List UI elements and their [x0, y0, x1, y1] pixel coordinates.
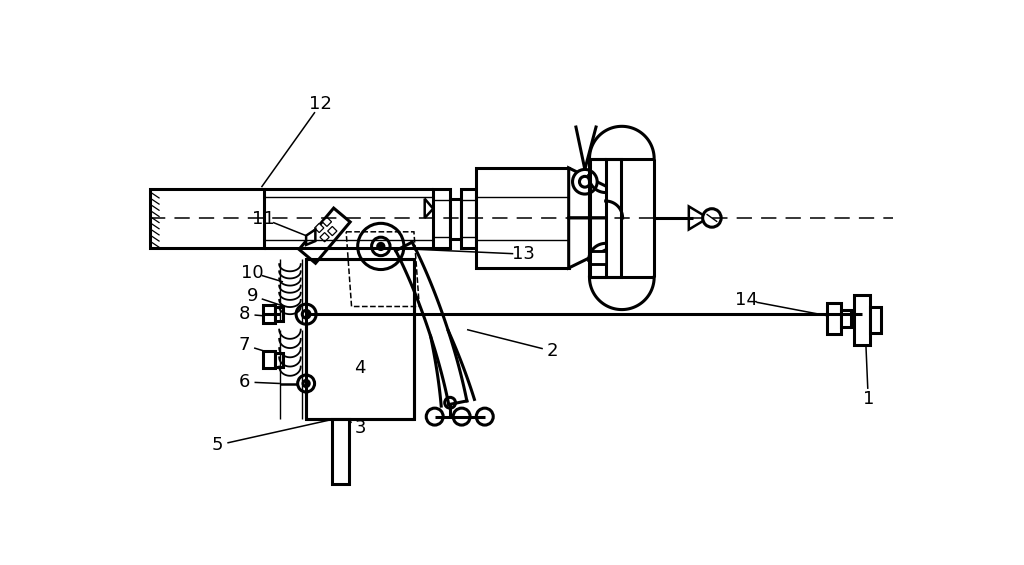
Circle shape [378, 244, 384, 250]
Bar [854, 295, 869, 345]
Polygon shape [689, 206, 708, 229]
Polygon shape [314, 223, 324, 233]
Bar [433, 189, 451, 248]
Bar [263, 305, 275, 323]
Polygon shape [568, 168, 608, 218]
Text: 8: 8 [239, 305, 250, 323]
Circle shape [303, 380, 309, 386]
Polygon shape [328, 227, 337, 236]
Polygon shape [299, 208, 350, 263]
Circle shape [426, 408, 443, 425]
Text: 2: 2 [547, 342, 558, 360]
Polygon shape [319, 233, 330, 242]
Bar [869, 306, 882, 333]
Bar [605, 159, 621, 277]
Text: 13: 13 [512, 245, 535, 263]
Text: 4: 4 [354, 359, 366, 377]
Bar [263, 351, 275, 368]
Circle shape [298, 375, 314, 392]
Bar [451, 199, 461, 239]
Bar [333, 419, 349, 484]
Circle shape [357, 223, 403, 270]
Text: 5: 5 [212, 436, 223, 454]
Text: 11: 11 [252, 210, 275, 228]
Text: 3: 3 [354, 419, 366, 437]
Circle shape [572, 170, 597, 194]
Text: 7: 7 [239, 336, 250, 354]
Polygon shape [568, 218, 608, 268]
Bar [842, 310, 851, 327]
Text: 14: 14 [735, 292, 758, 310]
Bar [827, 303, 842, 334]
Circle shape [454, 408, 470, 425]
Circle shape [296, 304, 316, 324]
Circle shape [580, 176, 590, 187]
Bar [476, 168, 568, 268]
Bar [461, 189, 476, 248]
Circle shape [444, 397, 456, 408]
Bar [590, 251, 605, 264]
Bar [275, 353, 283, 367]
Circle shape [702, 208, 721, 227]
Circle shape [372, 237, 390, 256]
Circle shape [476, 408, 494, 425]
Bar [275, 307, 283, 321]
Bar [150, 189, 264, 248]
Text: 12: 12 [309, 95, 332, 113]
Bar [306, 259, 414, 419]
Text: 1: 1 [862, 390, 873, 408]
Polygon shape [425, 199, 433, 218]
Text: 6: 6 [239, 373, 250, 391]
Circle shape [302, 310, 310, 318]
Text: 10: 10 [241, 264, 263, 281]
Text: 9: 9 [247, 286, 258, 305]
Polygon shape [306, 229, 315, 245]
Polygon shape [323, 217, 332, 227]
